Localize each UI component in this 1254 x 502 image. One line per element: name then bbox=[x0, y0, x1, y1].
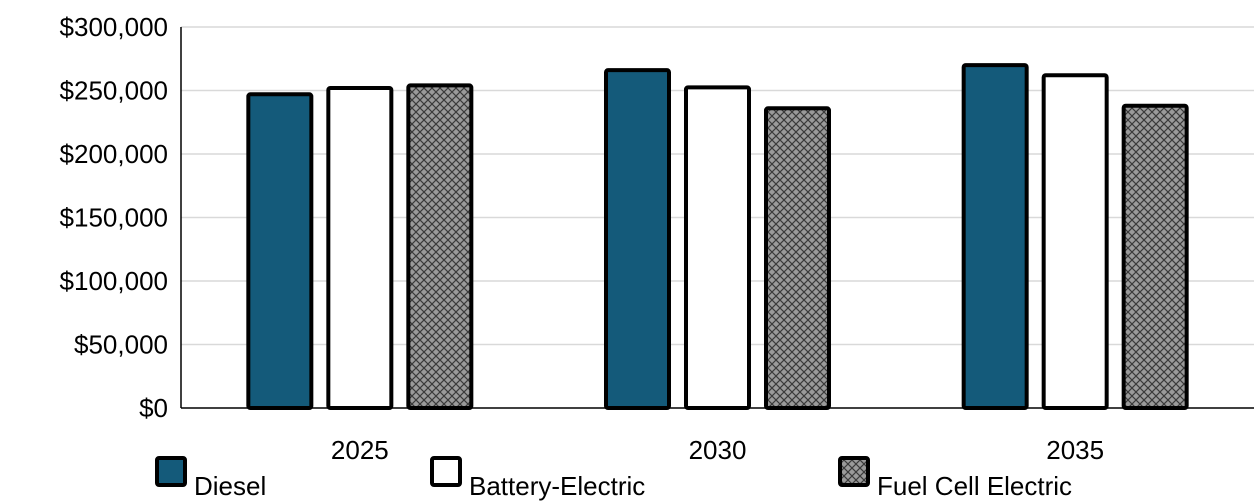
x-axis-tick-labels: 2025 2030 2035 bbox=[331, 435, 1104, 465]
y-tick-label: $300,000 bbox=[60, 12, 168, 42]
y-tick-label: $250,000 bbox=[60, 76, 168, 106]
bars bbox=[246, 63, 1189, 411]
bar-diesel-2030 bbox=[604, 68, 671, 411]
legend-label: Diesel bbox=[194, 471, 266, 501]
bar-fuel-cell-electric-2025 bbox=[406, 83, 474, 410]
y-tick-label: $50,000 bbox=[74, 330, 168, 360]
y-tick-label: $100,000 bbox=[60, 266, 168, 296]
bar-diesel-2025 bbox=[246, 92, 314, 410]
legend-swatch bbox=[838, 456, 870, 487]
axes bbox=[180, 27, 1254, 409]
y-tick-label: $0 bbox=[139, 393, 168, 423]
y-tick-label: $150,000 bbox=[60, 203, 168, 233]
legend-label: Fuel Cell Electric bbox=[877, 471, 1072, 501]
bar-diesel-2035 bbox=[961, 63, 1029, 410]
legend-swatch bbox=[430, 456, 462, 487]
x-tick-label: 2035 bbox=[1046, 435, 1104, 465]
legend-swatch bbox=[155, 456, 187, 487]
bar-battery-electric-2035 bbox=[1041, 73, 1109, 410]
bar-battery-electric-2030 bbox=[684, 85, 751, 410]
x-tick-label: 2025 bbox=[331, 435, 389, 465]
y-axis-tick-labels: $0 $50,000 $100,000 $150,000 $200,000 $250,00… bbox=[60, 12, 168, 423]
bar-fuel-cell-electric-2030 bbox=[764, 106, 831, 410]
legend: Diesel Battery-Electric Fuel Cell Electric bbox=[155, 456, 1072, 501]
legend-label: Battery-Electric bbox=[469, 471, 645, 501]
x-tick-label: 2030 bbox=[689, 435, 747, 465]
bar-battery-electric-2025 bbox=[326, 85, 394, 411]
bar-fuel-cell-electric-2035 bbox=[1121, 103, 1189, 411]
y-tick-label: $200,000 bbox=[60, 139, 168, 169]
